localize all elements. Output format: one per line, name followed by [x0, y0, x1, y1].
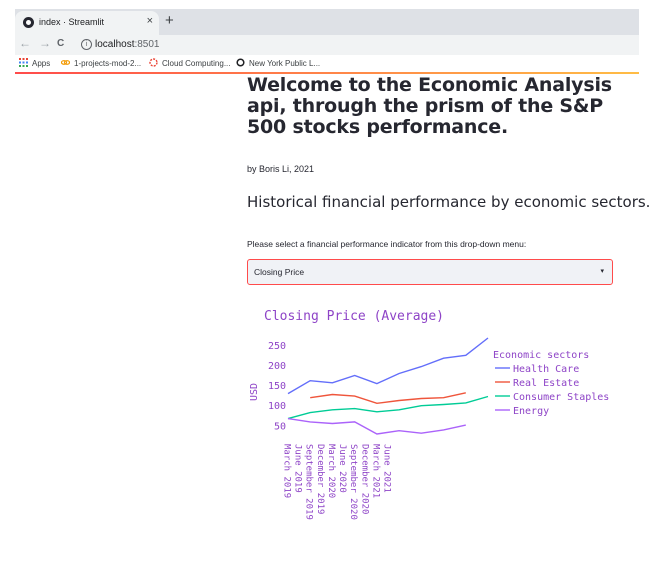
x-tick-label: June 2021	[382, 444, 392, 493]
legend-entry: Energy	[513, 406, 549, 417]
y-axis-label: USD	[249, 383, 260, 401]
chart-title: Closing Price (Average)	[264, 309, 444, 324]
tab-title: index · Streamlit	[39, 17, 105, 27]
bookmark-label: Cloud Computing...	[162, 59, 231, 68]
x-tick-label: September 2019	[304, 444, 314, 520]
y-tick-label: 150	[268, 381, 286, 392]
bookmark-cloud-computing[interactable]: Cloud Computing...	[149, 58, 230, 68]
section-subheader: Historical financial performance by econ…	[247, 193, 651, 211]
bookmarks-bar: Apps 1-projects-mod-2... Cloud Computing…	[15, 55, 639, 73]
forward-icon[interactable]: →	[39, 36, 51, 50]
x-tick-label: December 2019	[315, 444, 325, 514]
series-line	[310, 392, 466, 405]
reload-icon[interactable]: C	[57, 38, 65, 49]
url-text: localhost:8501	[95, 39, 160, 50]
bookmark-apps[interactable]: Apps	[19, 58, 50, 68]
apps-grid-icon	[19, 58, 28, 67]
new-tab-button[interactable]: +	[165, 12, 174, 29]
legend-entry: Real Estate	[513, 378, 579, 389]
x-tick-label: June 2020	[337, 444, 347, 493]
bookmark-label: 1-projects-mod-2...	[74, 59, 142, 68]
x-tick-label: December 2020	[359, 444, 369, 514]
browser-tab[interactable]: index · Streamlit ×	[15, 11, 159, 35]
bookmark-nypl[interactable]: New York Public L...	[236, 58, 320, 68]
byline: by Boris Li, 2021	[247, 164, 315, 174]
x-tick-label: March 2019	[282, 444, 292, 498]
bookmark-label: Apps	[32, 59, 51, 68]
y-tick-label: 250	[268, 341, 286, 352]
x-tick-label: March 2020	[326, 444, 336, 498]
x-tick-label: June 2019	[293, 444, 303, 493]
bookmark-label: New York Public L...	[249, 59, 321, 68]
page-title: Welcome to the Economic Analysis api, th…	[247, 74, 612, 138]
streamlit-header-decoration	[15, 72, 639, 74]
bookmark-projects[interactable]: 1-projects-mod-2...	[61, 58, 141, 68]
indicator-select-value: Closing Price	[254, 267, 305, 277]
legend-entry: Consumer Staples	[513, 392, 609, 403]
url-host: localhost	[95, 39, 135, 50]
cloud-icon	[149, 58, 158, 67]
select-prompt: Please select a financial performance in…	[247, 239, 527, 249]
site-info-icon[interactable]: i	[81, 39, 92, 50]
legend-entry: Health Care	[513, 364, 579, 375]
x-tick-label: September 2020	[348, 444, 358, 520]
streamlit-favicon-icon	[23, 17, 34, 28]
series-line	[287, 337, 489, 395]
back-icon[interactable]: ←	[19, 36, 31, 50]
y-tick-label: 200	[268, 361, 286, 372]
series-line	[287, 417, 466, 435]
link-icon	[61, 60, 70, 65]
legend-title: Economic sectors	[493, 350, 589, 361]
address-bar[interactable]: i localhost:8501	[75, 36, 635, 54]
x-tick-label: March 2021	[370, 444, 380, 498]
browser-tab-bar: index · Streamlit × +	[15, 9, 639, 35]
closing-price-chart: Closing Price (Average) USD 50 100 150 200 2…	[249, 309, 609, 520]
y-tick-label: 100	[268, 401, 286, 412]
url-port: :8501	[134, 39, 160, 50]
chart-legend: Economic sectors Health Care Real Estate Co…	[493, 350, 609, 417]
close-tab-icon[interactable]: ×	[146, 15, 153, 27]
y-tick-label: 50	[274, 421, 286, 432]
indicator-select[interactable]: Closing Price ▾	[247, 259, 613, 285]
browser-toolbar: ← → C i localhost:8501	[15, 35, 639, 55]
series-line	[287, 395, 489, 420]
nypl-icon	[236, 58, 245, 67]
chevron-down-icon: ▾	[600, 268, 604, 275]
